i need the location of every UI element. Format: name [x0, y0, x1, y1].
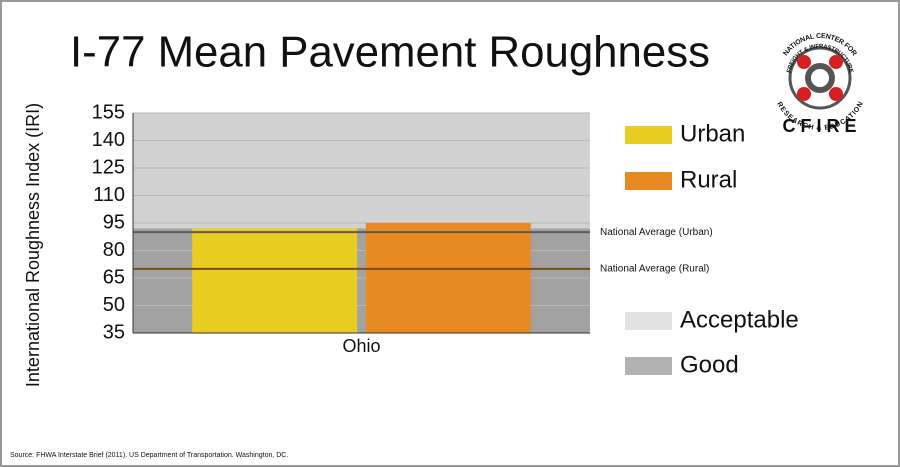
logo-hub	[805, 63, 835, 93]
source: Source: FHWA Interstate Brief (2011). US…	[10, 452, 288, 459]
legend-swatch	[625, 357, 672, 375]
legend-swatch	[625, 312, 672, 330]
legend-label: Good	[680, 351, 739, 378]
logo-ring	[788, 46, 852, 110]
band	[133, 113, 590, 229]
legend-label: Rural	[680, 166, 737, 193]
chart-title: I-77 Mean Pavement Roughness	[70, 28, 710, 77]
bar	[192, 228, 358, 333]
y-axis-label: International Roughness Index (IRI)	[23, 103, 43, 387]
legend-label: Acceptable	[680, 306, 799, 333]
logo-node	[829, 55, 843, 69]
reference-label: National Average (Urban)	[600, 227, 713, 238]
y-tick-label: 80	[103, 239, 125, 261]
y-tick-label: 110	[93, 184, 125, 206]
logo-node	[797, 87, 811, 101]
y-tick-label: 35	[103, 321, 125, 343]
logo-node	[797, 55, 811, 69]
y-tick-label: 50	[103, 294, 125, 316]
legend-swatch	[625, 126, 672, 144]
y-tick-label: 140	[92, 129, 125, 151]
reference-label: National Average (Rural)	[600, 263, 709, 274]
bar	[365, 223, 531, 333]
y-tick-label: 95	[103, 211, 125, 233]
y-tick-label: 155	[92, 101, 125, 123]
x-tick-label: Ohio	[342, 336, 380, 356]
logo-name: CFIRE	[783, 116, 862, 136]
legend-label: Urban	[680, 120, 745, 147]
y-tick-label: 65	[103, 266, 125, 288]
y-tick-label: 125	[92, 156, 125, 178]
legend-swatch	[625, 172, 672, 190]
logo-node	[829, 87, 843, 101]
